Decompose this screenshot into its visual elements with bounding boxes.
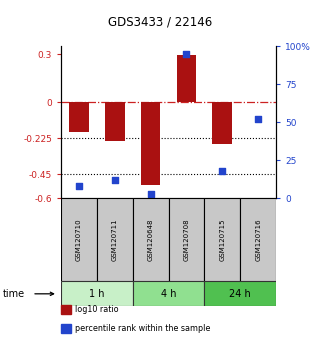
Text: GDS3433 / 22146: GDS3433 / 22146 (108, 16, 213, 29)
Text: 1 h: 1 h (89, 289, 105, 299)
Bar (61, 281, 133, 306)
Point (112, 177, 117, 183)
Bar (177, 55, 196, 102)
Bar (169, 198, 204, 281)
Text: time: time (3, 289, 25, 299)
Bar (204, 281, 276, 306)
Text: GSM120648: GSM120648 (148, 218, 154, 261)
Bar (240, 198, 276, 281)
Bar (213, 102, 232, 144)
Bar (204, 198, 240, 281)
Bar (141, 102, 160, 185)
Point (184, 51, 189, 56)
Point (148, 191, 153, 196)
Text: GSM120710: GSM120710 (76, 218, 82, 261)
Text: GSM120716: GSM120716 (255, 218, 261, 261)
Text: percentile rank within the sample: percentile rank within the sample (75, 324, 211, 333)
Bar (69, 102, 89, 132)
Bar (133, 281, 204, 306)
Bar (105, 102, 125, 141)
Text: 24 h: 24 h (229, 289, 251, 299)
Bar (97, 198, 133, 281)
Text: GSM120708: GSM120708 (183, 218, 189, 261)
Text: log10 ratio: log10 ratio (75, 305, 119, 314)
Point (76, 183, 82, 189)
Point (256, 116, 261, 122)
Bar (61, 198, 97, 281)
Point (220, 168, 225, 174)
Text: 4 h: 4 h (161, 289, 176, 299)
Text: GSM120711: GSM120711 (112, 218, 118, 261)
Text: GSM120715: GSM120715 (219, 218, 225, 261)
Bar (133, 198, 169, 281)
